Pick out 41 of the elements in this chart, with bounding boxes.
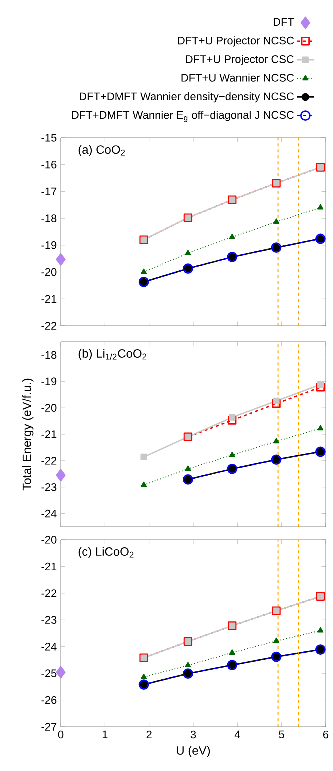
x-axis-title: U (eV) xyxy=(177,746,210,758)
y-tick-label: -23 xyxy=(42,616,57,624)
y-tick-label: -22 xyxy=(42,457,57,465)
y-tick-label: -18 xyxy=(42,351,57,360)
legend-label: DFT+DMFT Wannier density−density NCSC xyxy=(80,92,294,103)
y-axis-title: Total Energy (eV/f.u.) xyxy=(22,378,34,491)
x-tick-label: 5 xyxy=(279,730,284,739)
y-tick-label: -19 xyxy=(42,242,57,250)
y-tick-label: -20 xyxy=(42,404,57,412)
x-tick-label: 4 xyxy=(234,730,240,738)
y-tick-label: -25 xyxy=(42,670,57,678)
legend-label: DFT+U Projector NCSC xyxy=(178,36,294,47)
y-tick-label: -23 xyxy=(42,483,57,492)
x-tick-label: 3 xyxy=(190,730,196,739)
x-tick-label: 6 xyxy=(324,730,329,739)
x-tick-label: 1 xyxy=(102,730,108,738)
text: (c) LiCoO$_{2}$ xyxy=(78,547,134,558)
x-tick-label: 0 xyxy=(58,730,64,739)
y-tick-label: -17 xyxy=(42,188,57,196)
y-tick-label: -19 xyxy=(42,378,57,386)
x-tick-label: 2 xyxy=(146,730,152,739)
y-tick-label: -21 xyxy=(42,430,57,438)
legend-label: DFT+U Wannier NCSC xyxy=(182,74,294,82)
y-tick-label: -22 xyxy=(42,590,57,598)
y-tick-label: -18 xyxy=(42,214,57,222)
y-tick-label: -27 xyxy=(42,723,57,731)
y-tick-label: -24 xyxy=(42,510,57,518)
y-tick-label: -21 xyxy=(42,562,57,571)
y-tick-label: -21 xyxy=(42,295,57,303)
legend-label: DFT+DMFT Wannier E$_{g}$ off−diagonal J NCSC xyxy=(72,111,294,122)
legend-label: DFT xyxy=(274,18,294,26)
y-tick-label: -22 xyxy=(42,322,57,330)
legend-label: DFT+U Projector CSC xyxy=(186,55,294,66)
y-tick-label: -20 xyxy=(42,536,57,544)
y-tick-label: -20 xyxy=(42,268,57,276)
text: (b) Li$_{1/2}$CoO$_{2}$ xyxy=(78,349,147,360)
y-tick-label: -24 xyxy=(42,643,57,651)
text: (a) CoO$_{2}$ xyxy=(78,145,126,156)
y-tick-label: -26 xyxy=(42,696,57,704)
y-tick-label: -15 xyxy=(42,134,57,142)
y-tick-label: -16 xyxy=(42,160,57,169)
